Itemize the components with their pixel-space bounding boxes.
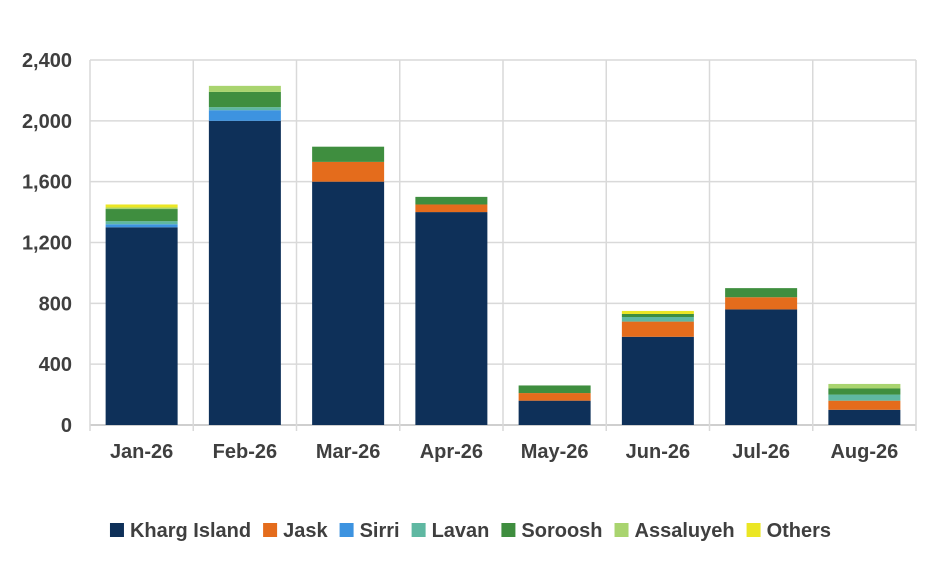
x-tick-label: May-26 [521, 441, 589, 463]
x-tick-label: Feb-26 [213, 441, 277, 463]
legend-label: Soroosh [521, 520, 602, 542]
legend-swatch-jask [263, 523, 278, 537]
legend-label: Kharg Island [130, 520, 251, 542]
legend-label: Assaluyeh [635, 520, 735, 542]
legend-swatch-kharg-island [109, 523, 124, 537]
legend-label: Sirri [360, 520, 400, 542]
bar-segment-kharg-island-aug-26 [828, 409, 901, 425]
bar-segment-jask-aug-26 [828, 400, 901, 410]
y-tick-label: 2,400 [22, 50, 72, 72]
bar-segment-soroosh-feb-26 [208, 91, 281, 108]
bar-segment-sirri-feb-26 [208, 110, 281, 121]
axes: 0 400 800 1,200 1,600 2,000 2,400 Jan-26 Feb-26 M… [22, 50, 898, 463]
bar-segment-kharg-island-jan-26 [105, 227, 178, 425]
bar-segment-jask-jun-26 [621, 321, 694, 337]
y-tick-label: 1,200 [22, 233, 72, 255]
legend: Kharg Island Jask Sirri Lavan Soroosh Assaluy… [109, 520, 831, 542]
bar-segment-soroosh-jan-26 [105, 209, 178, 222]
bar-segment-kharg-island-may-26 [518, 400, 591, 425]
x-tick-label: Apr-26 [420, 441, 483, 463]
legend-swatch-assaluyeh [614, 523, 629, 537]
bar-segment-lavan-jun-26 [621, 317, 694, 322]
bar-segment-jask-mar-26 [312, 161, 385, 182]
bar-segment-kharg-island-feb-26 [208, 120, 281, 425]
bar-segment-kharg-island-jul-26 [725, 309, 798, 425]
y-tick-label: 400 [39, 354, 72, 376]
legend-label: Lavan [432, 520, 490, 542]
bar-segment-jask-may-26 [518, 393, 591, 401]
bar-segment-kharg-island-mar-26 [312, 181, 385, 425]
bar-segment-others-jan-26 [105, 204, 178, 208]
bar-segment-kharg-island-apr-26 [415, 212, 488, 425]
bar-segment-soroosh-apr-26 [415, 196, 488, 205]
bar-segment-soroosh-jun-26 [621, 313, 694, 318]
y-tick-label: 2,000 [22, 111, 72, 133]
bar-segment-assaluyeh-jan-26 [105, 207, 178, 210]
legend-swatch-soroosh [501, 523, 516, 537]
bar-segment-kharg-island-jun-26 [621, 336, 694, 425]
bars [105, 85, 901, 425]
bar-segment-soroosh-jul-26 [725, 288, 798, 298]
y-tick-label: 800 [39, 293, 72, 315]
bar-segment-sirri-jan-26 [105, 224, 178, 228]
x-tick-label: Aug-26 [830, 441, 898, 463]
x-tick-label: Jun-26 [626, 441, 690, 463]
bar-segment-jask-jul-26 [725, 297, 798, 310]
bar-segment-lavan-feb-26 [208, 107, 281, 111]
y-tick-label: 0 [61, 415, 72, 437]
bar-segment-soroosh-may-26 [518, 385, 591, 394]
x-tick-label: Mar-26 [316, 441, 380, 463]
bar-segment-lavan-jan-26 [105, 221, 178, 225]
x-tick-label: Jan-26 [110, 441, 173, 463]
bar-segment-jask-apr-26 [415, 204, 488, 213]
legend-swatch-others [746, 523, 761, 537]
x-tick-label: Jul-26 [732, 441, 790, 463]
bar-segment-assaluyeh-feb-26 [208, 85, 281, 92]
y-tick-label: 1,600 [22, 172, 72, 194]
bar-segment-assaluyeh-aug-26 [828, 383, 901, 389]
legend-swatch-sirri [339, 523, 354, 537]
bar-segment-soroosh-mar-26 [312, 146, 385, 162]
legend-label: Others [767, 520, 831, 542]
bar-segment-lavan-aug-26 [828, 394, 901, 401]
bar-segment-soroosh-aug-26 [828, 388, 901, 395]
bar-segment-others-jun-26 [621, 310, 694, 314]
legend-label: Jask [283, 520, 328, 542]
legend-swatch-lavan [411, 523, 426, 537]
